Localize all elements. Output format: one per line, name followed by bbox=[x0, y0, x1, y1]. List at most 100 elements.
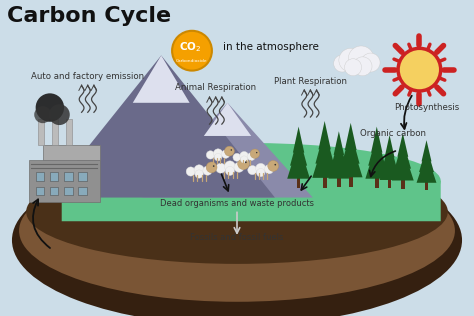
Text: Plant Respiration: Plant Respiration bbox=[274, 77, 347, 86]
Polygon shape bbox=[365, 142, 388, 179]
Bar bbox=[323, 177, 327, 188]
Circle shape bbox=[34, 106, 51, 123]
Text: Dead organisms and waste products: Dead organisms and waste products bbox=[160, 199, 314, 208]
Polygon shape bbox=[204, 103, 251, 136]
Polygon shape bbox=[371, 127, 383, 153]
Circle shape bbox=[247, 153, 255, 161]
Circle shape bbox=[194, 165, 204, 175]
Circle shape bbox=[353, 57, 372, 76]
Bar bbox=[50, 173, 58, 181]
Polygon shape bbox=[417, 153, 437, 183]
Circle shape bbox=[186, 167, 195, 176]
Polygon shape bbox=[331, 138, 346, 167]
Text: Fossils and fossil fuels: Fossils and fossil fuels bbox=[191, 233, 283, 242]
Circle shape bbox=[216, 163, 226, 173]
Polygon shape bbox=[328, 145, 349, 179]
Polygon shape bbox=[384, 135, 394, 157]
Circle shape bbox=[255, 163, 266, 173]
Circle shape bbox=[245, 161, 247, 163]
Circle shape bbox=[203, 166, 212, 175]
Polygon shape bbox=[395, 140, 411, 169]
Text: Carbon Cycle: Carbon Cycle bbox=[7, 6, 171, 26]
Bar bbox=[50, 187, 58, 195]
Bar bbox=[38, 119, 44, 145]
Polygon shape bbox=[43, 145, 100, 160]
Circle shape bbox=[226, 167, 235, 175]
Polygon shape bbox=[339, 139, 363, 177]
Bar bbox=[425, 182, 428, 191]
Circle shape bbox=[195, 170, 203, 178]
Text: Animal Respiration: Animal Respiration bbox=[175, 83, 256, 92]
Bar bbox=[64, 173, 73, 181]
Polygon shape bbox=[342, 131, 360, 164]
Text: Auto and factory emission: Auto and factory emission bbox=[31, 72, 144, 82]
Bar bbox=[78, 173, 87, 181]
Circle shape bbox=[49, 104, 70, 125]
Polygon shape bbox=[380, 149, 400, 180]
Bar bbox=[375, 178, 379, 188]
Circle shape bbox=[348, 46, 374, 71]
Circle shape bbox=[240, 156, 248, 163]
Bar bbox=[36, 187, 44, 195]
Polygon shape bbox=[334, 131, 344, 155]
Circle shape bbox=[345, 59, 362, 76]
Bar bbox=[52, 119, 58, 145]
Polygon shape bbox=[382, 142, 397, 169]
Polygon shape bbox=[287, 142, 310, 179]
Circle shape bbox=[274, 164, 276, 166]
Polygon shape bbox=[290, 134, 307, 166]
Polygon shape bbox=[142, 103, 313, 198]
Ellipse shape bbox=[26, 160, 448, 264]
Polygon shape bbox=[62, 153, 441, 221]
Circle shape bbox=[213, 149, 223, 158]
Circle shape bbox=[334, 55, 351, 72]
Bar bbox=[66, 119, 72, 145]
Circle shape bbox=[206, 162, 217, 173]
Circle shape bbox=[225, 146, 234, 156]
Text: CO$_2$: CO$_2$ bbox=[179, 40, 201, 54]
Circle shape bbox=[268, 161, 279, 171]
Bar bbox=[349, 176, 353, 187]
Bar bbox=[78, 187, 87, 195]
Polygon shape bbox=[421, 140, 431, 161]
Circle shape bbox=[361, 53, 380, 72]
Circle shape bbox=[172, 31, 212, 70]
Polygon shape bbox=[312, 138, 337, 178]
Polygon shape bbox=[293, 127, 304, 153]
Bar bbox=[337, 178, 341, 187]
Bar bbox=[36, 173, 44, 181]
Polygon shape bbox=[368, 134, 385, 166]
Polygon shape bbox=[392, 147, 414, 180]
Circle shape bbox=[256, 168, 265, 177]
Ellipse shape bbox=[12, 155, 462, 316]
Ellipse shape bbox=[19, 160, 455, 302]
Circle shape bbox=[206, 151, 215, 159]
Text: Carbondioxide: Carbondioxide bbox=[176, 59, 208, 63]
Text: Photosynthesis: Photosynthesis bbox=[394, 103, 459, 112]
Circle shape bbox=[248, 166, 257, 175]
Polygon shape bbox=[319, 121, 331, 149]
Circle shape bbox=[230, 149, 232, 151]
Bar bbox=[401, 179, 405, 189]
Circle shape bbox=[250, 149, 260, 158]
Polygon shape bbox=[315, 130, 334, 164]
Polygon shape bbox=[133, 55, 190, 103]
Ellipse shape bbox=[62, 143, 441, 219]
Circle shape bbox=[339, 48, 363, 72]
Circle shape bbox=[224, 161, 236, 172]
Circle shape bbox=[36, 93, 64, 122]
Polygon shape bbox=[419, 147, 434, 172]
Circle shape bbox=[237, 158, 249, 170]
Polygon shape bbox=[47, 55, 275, 198]
Text: in the atmosphere: in the atmosphere bbox=[223, 42, 319, 52]
Bar bbox=[297, 178, 301, 188]
Polygon shape bbox=[397, 133, 408, 157]
Circle shape bbox=[233, 153, 241, 161]
Circle shape bbox=[214, 154, 222, 161]
Circle shape bbox=[264, 165, 273, 174]
Circle shape bbox=[256, 152, 257, 153]
Circle shape bbox=[213, 165, 215, 167]
Polygon shape bbox=[345, 123, 356, 150]
Circle shape bbox=[221, 150, 230, 158]
Bar bbox=[64, 187, 73, 195]
